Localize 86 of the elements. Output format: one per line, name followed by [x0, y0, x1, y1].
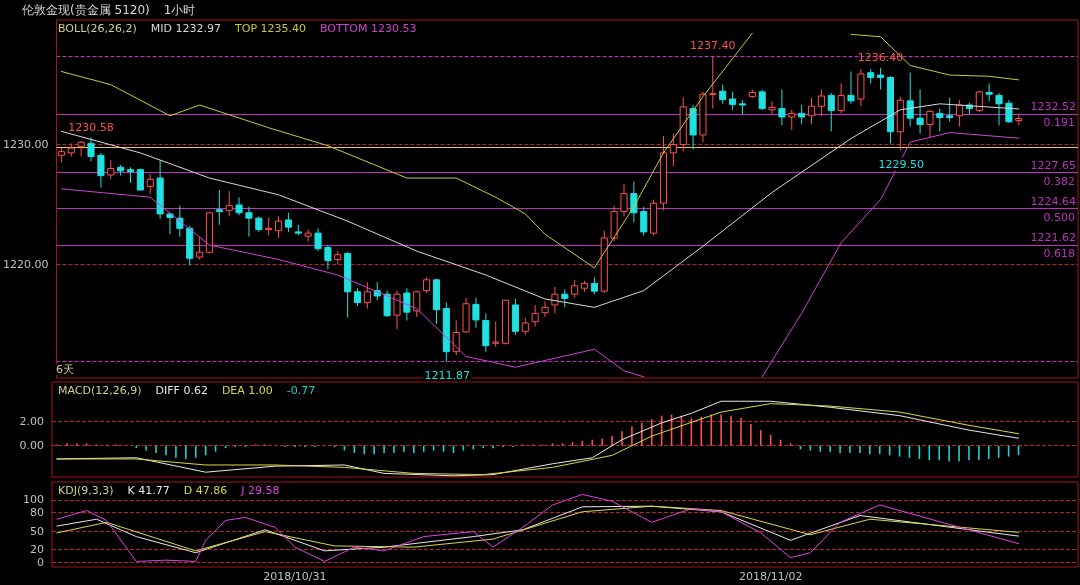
candlestick — [324, 244, 332, 270]
candlestick — [798, 104, 806, 125]
candlestick — [551, 286, 559, 314]
candlestick — [284, 212, 292, 233]
candlestick — [620, 183, 628, 217]
text: K 41.77 — [127, 484, 170, 497]
y-tick-label: 20 — [30, 543, 44, 557]
candlestick — [630, 181, 638, 223]
candlestick — [314, 227, 322, 252]
x-tick-label: 2018/11/02 — [738, 570, 803, 583]
candlestick — [531, 304, 539, 328]
x-tick-label: 2018/10/31 — [263, 570, 327, 583]
y-tick-label: 0.00 — [19, 439, 44, 453]
candlestick — [640, 206, 648, 237]
candlestick — [837, 82, 845, 114]
candlestick — [492, 321, 500, 348]
candlestick — [719, 84, 727, 105]
candlestick — [758, 88, 766, 111]
candlestick — [541, 300, 549, 318]
y-tick-label: 100 — [23, 493, 44, 507]
y-tick-label: 1230.00 — [2, 138, 49, 152]
y-tick-label: 1220.00 — [2, 257, 49, 271]
ref-line-label: 1221.62 — [1030, 230, 1076, 244]
annotation: 1211.87 — [424, 368, 471, 382]
candlestick — [778, 88, 786, 126]
candlestick — [363, 281, 371, 310]
annotation: KDJ(9,3,3) — [58, 484, 114, 497]
y-tick-label: 50 — [30, 524, 44, 538]
candlestick — [383, 290, 391, 318]
candlestick — [225, 190, 233, 217]
candlestick — [827, 92, 835, 132]
line-series — [60, 103, 1020, 308]
candlestick — [107, 159, 115, 180]
candlestick — [926, 109, 934, 138]
text: D 47.86 — [183, 484, 228, 497]
annotation: 1237.40 — [690, 38, 736, 52]
ref-line-label: 1232.52 — [1030, 100, 1076, 114]
annotation: BOLL(26,26,2) — [58, 22, 137, 35]
annotation: 0.191 — [1043, 116, 1076, 130]
candlestick — [906, 72, 914, 128]
series-label: J 29.58 — [240, 484, 280, 497]
text: DEA 1.00 — [221, 384, 273, 397]
y-tick-label: 80 — [30, 505, 44, 519]
candlestick — [768, 100, 776, 116]
ref-line-label: 1224.64 — [1030, 194, 1076, 208]
y-tick-label: 0 — [37, 555, 44, 569]
candlestick — [136, 167, 144, 191]
candlestick — [87, 137, 95, 162]
candlestick — [275, 215, 283, 239]
annotation: 0.618 — [1043, 246, 1076, 260]
chart-title: 伦敦金现(贵金属 5120) — [22, 3, 150, 17]
candlestick — [245, 206, 253, 238]
annotation: 1236.40 — [857, 50, 904, 64]
candlestick — [995, 92, 1003, 126]
text: TOP 1235.40 — [234, 22, 307, 35]
candlestick — [807, 97, 816, 125]
candlestick — [788, 109, 796, 131]
candlestick — [669, 133, 677, 167]
candlestick — [472, 297, 480, 329]
candlestick — [403, 287, 411, 322]
annotation: 1229.50 — [878, 157, 925, 171]
text: MID 1232.97 — [150, 22, 222, 35]
annotation: 0.382 — [1043, 174, 1076, 188]
candlestick — [847, 70, 855, 105]
annotation: 1230.58 — [68, 120, 114, 134]
annotation: MACD(12,26,9) — [58, 384, 142, 397]
candlestick — [817, 88, 825, 117]
candlestick — [946, 97, 954, 123]
chart-subtitle: 1小时 — [163, 3, 196, 17]
candlestick — [936, 108, 944, 132]
candlestick — [146, 173, 154, 195]
text: -0.77 — [286, 384, 316, 397]
annotation: 0.500 — [1043, 210, 1076, 224]
text: BOTTOM 1230.53 — [320, 22, 417, 35]
candlestick — [235, 196, 243, 216]
text: DIFF 0.62 — [155, 384, 208, 397]
candlestick — [916, 88, 924, 135]
annotation: 6天 — [56, 363, 74, 376]
candlestick — [709, 55, 717, 110]
candlestick — [196, 236, 204, 260]
y-tick-label: 2.00 — [19, 415, 44, 429]
candlestick — [877, 67, 885, 90]
candlestick — [215, 189, 223, 226]
candlestick — [393, 290, 401, 330]
ref-line-label: 1227.65 — [1030, 158, 1076, 172]
candlestick — [97, 152, 105, 189]
